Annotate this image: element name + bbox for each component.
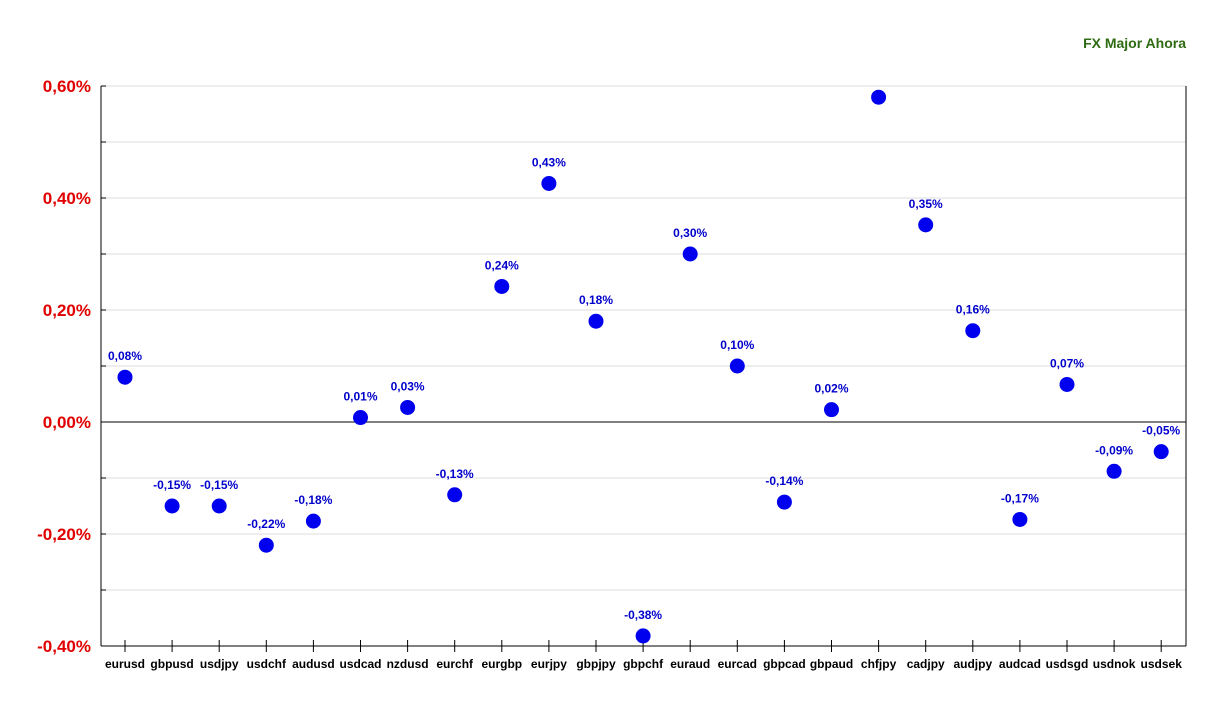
data-label: -0,13% [436, 467, 474, 481]
x-tick-label: audjpy [953, 657, 992, 671]
data-point [635, 628, 651, 644]
data-points [117, 89, 1169, 644]
data-label: 0,02% [814, 382, 848, 396]
data-label: 0,35% [909, 197, 943, 211]
x-tick-label: audcad [999, 657, 1041, 671]
data-point [447, 487, 463, 503]
x-tick-label: audusd [292, 657, 335, 671]
x-tick-label: usdsgd [1046, 657, 1089, 671]
data-point [776, 494, 792, 510]
data-point [164, 498, 180, 514]
x-tick-label: gbpjpy [576, 657, 616, 671]
data-point [1106, 463, 1122, 479]
x-tick-label: eurusd [105, 657, 145, 671]
data-point [871, 89, 887, 105]
x-tick-label: usdjpy [200, 657, 239, 671]
data-point [588, 313, 604, 329]
data-point [824, 402, 839, 418]
data-label: 0,07% [1050, 356, 1084, 370]
data-point [400, 399, 416, 415]
x-tick-labels: eurusd gbpusd usdjpy usdchf audusd usdcad nzdu… [105, 657, 1182, 671]
data-point [965, 323, 981, 339]
data-point [1153, 444, 1169, 460]
x-tick-label: cadjpy [907, 657, 945, 671]
data-point [305, 513, 321, 529]
data-label: 0,01% [343, 390, 377, 404]
data-label: -0,14% [765, 474, 803, 488]
y-tick-label: 0,20% [43, 301, 91, 320]
data-label: 0,24% [485, 258, 519, 272]
data-label: -0,18% [294, 493, 332, 507]
x-tick-label: usdnok [1093, 657, 1136, 671]
data-point [494, 278, 510, 294]
chart-title: FX Major Ahora [1083, 35, 1186, 51]
y-tick-labels: 0,60% 0,40% 0,20% 0,00% -0,20% -0,40% [37, 77, 91, 656]
data-label: 0,16% [956, 303, 990, 317]
data-label: 0,18% [579, 293, 613, 307]
data-point [729, 358, 745, 374]
data-point [541, 175, 557, 191]
axis-layer [100, 85, 1187, 652]
y-tick-label: 0,60% [43, 77, 91, 96]
data-label: 0,10% [720, 338, 754, 352]
x-tick-label: gbpcad [763, 657, 806, 671]
y-tick-label: -0,40% [37, 637, 91, 656]
data-point [682, 246, 698, 262]
x-tick-label: usdcad [339, 657, 381, 671]
data-point [918, 217, 934, 233]
data-point [117, 369, 133, 385]
data-point [1012, 511, 1028, 527]
data-point [1059, 376, 1075, 392]
data-label: -0,38% [624, 608, 662, 622]
x-tick-label: eurgbp [481, 657, 522, 671]
x-tick-label: euraud [670, 657, 710, 671]
x-tick-label: usdsek [1141, 657, 1183, 671]
y-tick-label: 0,40% [43, 189, 91, 208]
x-tick-label: eurjpy [531, 657, 567, 671]
data-label: -0,15% [200, 478, 238, 492]
x-tick-label: eurchf [436, 657, 474, 671]
data-label: 0,30% [673, 226, 707, 240]
data-label: 0,43% [532, 155, 566, 169]
data-point [353, 410, 368, 426]
x-tick-label: nzdusd [387, 657, 429, 671]
y-tick-label: 0,00% [43, 413, 91, 432]
data-label: 0,03% [391, 379, 425, 393]
data-point [211, 498, 227, 514]
data-labels: 0,08% -0,15% -0,15% -0,22% -0,18% 0,01% 0,03% -… [108, 155, 1181, 621]
data-label: -0,17% [1001, 491, 1039, 505]
data-label: -0,09% [1095, 443, 1133, 457]
data-label: -0,05% [1142, 424, 1180, 438]
x-tick-label: eurcad [718, 657, 757, 671]
data-label: -0,22% [247, 517, 285, 531]
y-tick-label: -0,20% [37, 525, 91, 544]
x-tick-label: gbpchf [623, 657, 664, 671]
x-tick-label: gbpaud [810, 657, 853, 671]
x-tick-label: chfjpy [861, 657, 897, 671]
data-label: 0,08% [108, 349, 142, 363]
x-tick-label: gbpusd [150, 657, 193, 671]
data-label: -0,15% [153, 478, 191, 492]
data-point [258, 537, 274, 553]
grid-layer [101, 85, 1186, 647]
x-tick-label: usdchf [247, 657, 287, 671]
